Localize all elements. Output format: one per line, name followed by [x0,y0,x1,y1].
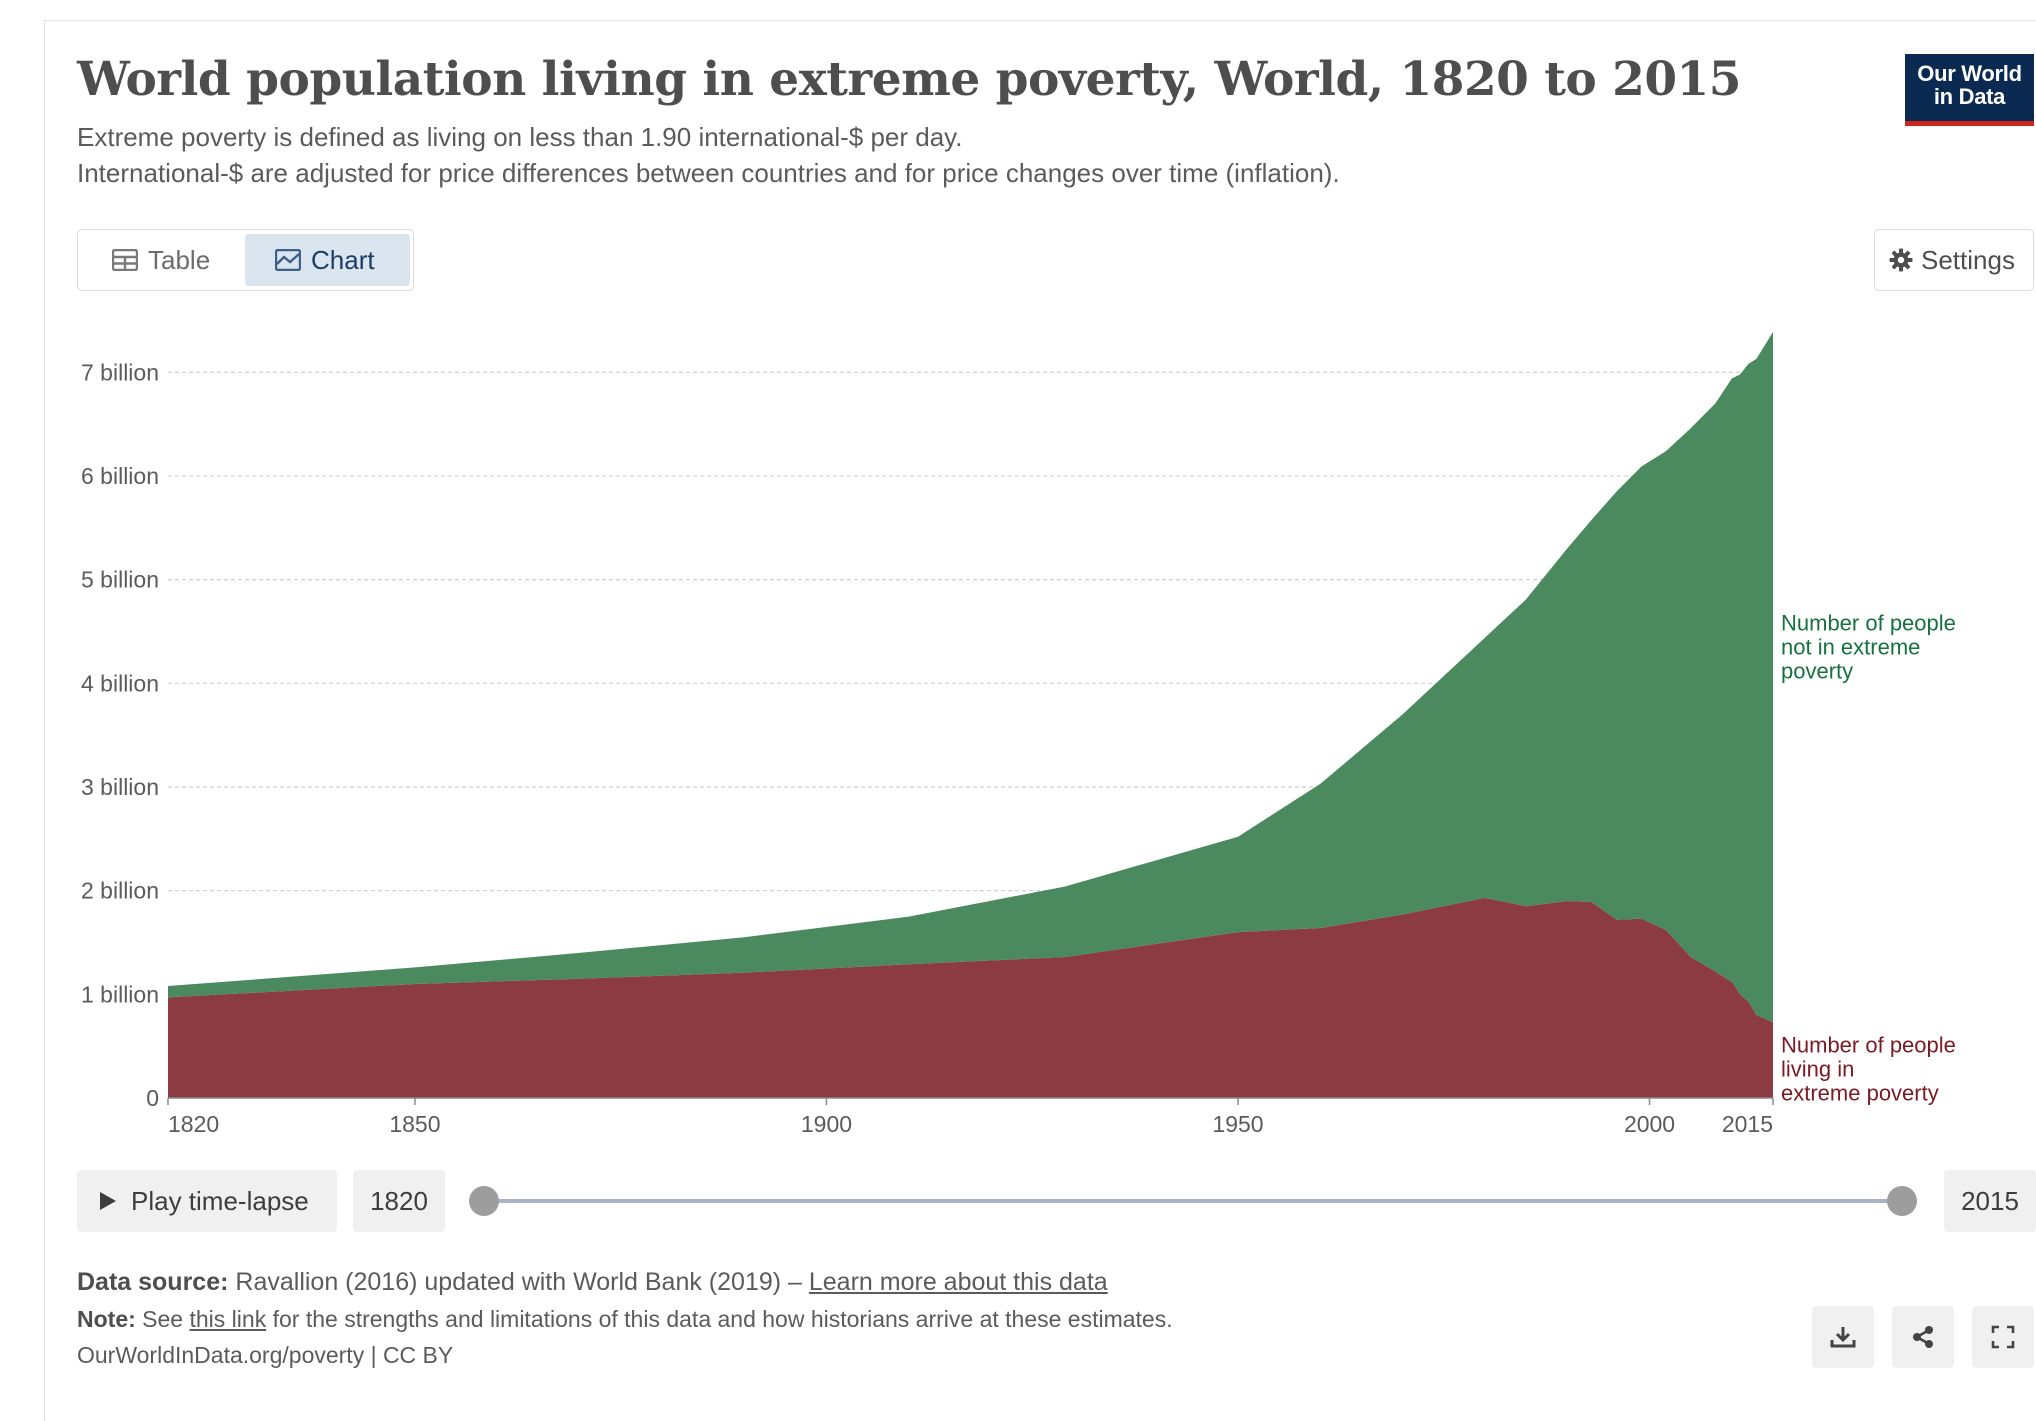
share-button[interactable] [1892,1306,1954,1368]
y-tick-label: 4 billion [81,670,159,696]
page-title: World population living in extreme pover… [77,52,1741,107]
play-timelapse-button[interactable]: Play time-lapse [77,1170,337,1232]
timeline-end-handle[interactable] [1887,1186,1917,1216]
download-icon [1830,1327,1856,1348]
series-label-0: Number of people living in extreme poverty [1781,1032,1956,1105]
x-tick-label: 1950 [1212,1111,1263,1137]
fullscreen-icon [1991,1325,2015,1349]
tab-chart-label: Chart [311,244,375,275]
x-tick-label: 2015 [1722,1111,1773,1137]
this-link[interactable]: this link [189,1306,267,1332]
axis-layer: 0 1 billion 2 billion 3 billion 4 billion 5 b… [81,359,1774,1137]
share-icon [1913,1326,1933,1348]
y-tick-label: 0 [146,1085,159,1111]
source-url[interactable]: OurWorldInData.org/poverty | CC BY [77,1342,454,1368]
timeline-start-year[interactable]: 1820 [353,1170,445,1232]
logo-line-2: in Data [1933,84,2006,109]
x-tick-label: 1850 [389,1111,440,1137]
x-tick-label: 2000 [1624,1111,1675,1137]
y-tick-label: 2 billion [81,878,159,904]
tab-chart[interactable]: Chart [245,234,410,286]
x-tick-label: 1900 [801,1111,852,1137]
download-button[interactable] [1812,1306,1874,1368]
label-layer: Number of people living in extreme poverty… [1781,610,1956,1105]
y-tick-label: 5 billion [81,567,159,593]
logo-line-1: Our World [1917,61,2022,86]
area-layer [168,331,1773,1098]
note-pre: See [135,1306,190,1332]
subtitle-line-1: Extreme poverty is defined as living on … [77,122,963,152]
note-line: Note: See this link for the strengths an… [77,1306,1173,1333]
area-series-0[interactable] [168,897,1773,1098]
x-tick-label: 1820 [168,1111,219,1137]
data-source-label: Data source: [77,1268,229,1296]
series-label-1: Number of people not in extreme poverty [1781,610,1956,683]
area-chart: 0 1 billion 2 billion 3 billion 4 billion 5 b… [81,331,1956,1137]
tab-table[interactable]: Table [82,234,242,286]
data-source-text: Ravallion (2016) updated with World Bank… [228,1268,809,1296]
y-tick-label: 1 billion [81,981,159,1007]
table-icon [112,249,138,271]
y-tick-label: 7 billion [81,359,159,385]
y-tick-label: 3 billion [81,774,159,800]
gear-icon [1889,248,1913,272]
learn-more-link[interactable]: Learn more about this data [808,1268,1108,1296]
tab-table-label: Table [148,244,211,275]
subtitle-line-2: International-$ are adjusted for price d… [77,158,1340,188]
note-post: for the strengths and limitations of thi… [266,1306,1173,1332]
fullscreen-button[interactable] [1972,1306,2034,1368]
settings-button[interactable]: Settings [1874,229,2034,291]
view-tabs: Table Chart [77,229,414,291]
chart-icon [275,249,301,271]
settings-label: Settings [1921,244,2015,275]
play-label: Play time-lapse [131,1185,309,1216]
timeline-start-handle[interactable] [469,1186,499,1216]
play-icon [100,1192,116,1210]
note-label: Note: [77,1306,136,1332]
timeline-track[interactable] [484,1199,1902,1203]
area-series-1[interactable] [168,331,1773,1023]
data-source-line: Data source: Ravallion (2016) updated wi… [77,1268,1108,1297]
chart-frame [44,20,2036,1421]
owid-logo[interactable]: Our World in Data [1905,54,2034,126]
timeline-end-year[interactable]: 2015 [1944,1170,2036,1232]
y-tick-label: 6 billion [81,463,159,489]
